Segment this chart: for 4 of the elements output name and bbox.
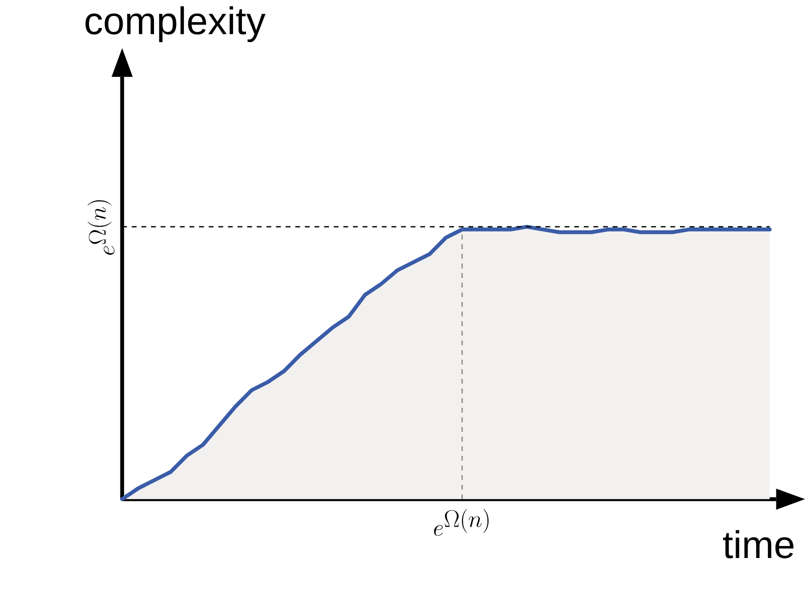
ref-line-label: $e^{\Omega(n)}$ [88, 200, 115, 255]
x-axis-title: time [723, 530, 794, 558]
y-axis-title: complexity [86, 6, 266, 42]
text: $e^{\Omega(n)}$ [434, 508, 489, 536]
